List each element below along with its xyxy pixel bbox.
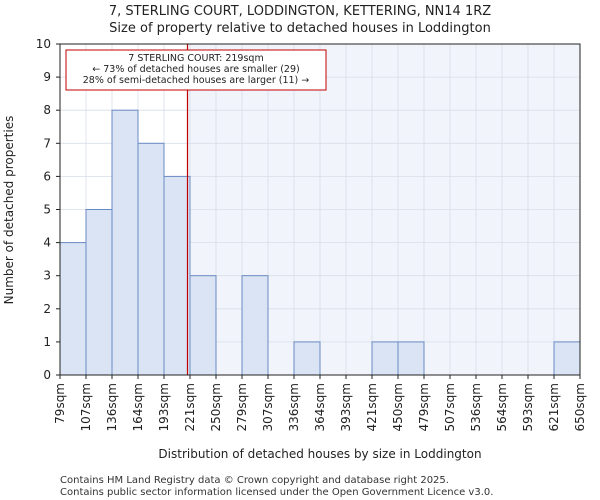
y-tick-label: 3 [43,269,51,283]
y-tick-label: 10 [36,37,51,51]
x-tick-label: 393sqm [339,383,353,431]
annotation-line-2: ← 73% of detached houses are smaller (29… [92,64,299,75]
x-tick-label: 564sqm [495,383,509,431]
bar-336sqm [293,341,321,376]
bars [59,109,581,376]
x-tick-label: 364sqm [313,383,327,431]
annotation-box: 7 STERLING COURT: 219sqm ← 73% of detach… [65,49,327,91]
bar-107sqm [85,209,113,376]
y-tick-label: 2 [43,302,51,316]
x-tick-label: 479sqm [417,383,431,431]
x-tick-label: 79sqm [53,383,67,424]
x-tick-label: 221sqm [183,383,197,431]
y-tick-label: 9 [43,70,51,84]
x-tick-labels: 79sqm 107sqm 136sqm 164sqm 193sqm 221sqm 250sq… [53,375,587,431]
x-tick-label: 650sqm [573,383,587,431]
y-tick-label: 0 [43,368,51,382]
y-tick-label: 8 [43,103,51,117]
x-tick-label: 193sqm [157,383,171,431]
chart-title-line2: Size of property relative to detached ho… [109,21,491,36]
x-tick-label: 507sqm [443,383,457,431]
y-tick-label: 1 [43,335,51,349]
x-tick-label: 107sqm [79,383,93,431]
y-tick-label: 6 [43,169,51,183]
annotation-line-1: 7 STERLING COURT: 219sqm [128,53,263,64]
footer-licence-line: Contains public sector information licen… [60,487,493,498]
bar-136sqm [111,109,139,376]
x-tick-label: 336sqm [287,383,301,431]
x-tick-label: 593sqm [521,383,535,431]
x-tick-label: 250sqm [209,383,223,431]
y-tick-label: 4 [43,236,51,250]
x-tick-label: 279sqm [235,383,249,431]
x-tick-label: 307sqm [261,383,275,431]
x-tick-label: 136sqm [105,383,119,431]
y-tick-label: 7 [43,136,51,150]
annotation-box-frame [65,49,327,91]
bar-450sqm [397,341,425,376]
annotation-line-3: 28% of semi-detached houses are larger (… [83,75,310,86]
x-tick-label: 450sqm [391,383,405,431]
x-tick-label: 536sqm [469,383,483,431]
bar-421sqm [371,341,399,376]
y-axis-label: Number of detached properties [2,116,16,305]
bar-193sqm [163,175,191,376]
bar-164sqm [137,142,165,376]
x-axis-label: Distribution of detached houses by size … [158,447,481,461]
bar-79sqm [59,242,87,376]
footer-copyright-line: Contains HM Land Registry data © Crown c… [60,475,449,486]
bar-221sqm [189,275,217,376]
bar-621sqm [553,341,581,376]
x-tick-label: 164sqm [131,383,145,431]
chart-title-line1: 7, STERLING COURT, LODDINGTON, KETTERING… [109,4,491,19]
bar-279sqm [241,275,269,376]
x-tick-label: 621sqm [547,383,561,431]
y-tick-label: 5 [43,203,51,217]
x-tick-label: 421sqm [365,383,379,431]
y-tick-labels: 0 1 2 3 4 5 6 7 8 9 10 [36,37,60,382]
